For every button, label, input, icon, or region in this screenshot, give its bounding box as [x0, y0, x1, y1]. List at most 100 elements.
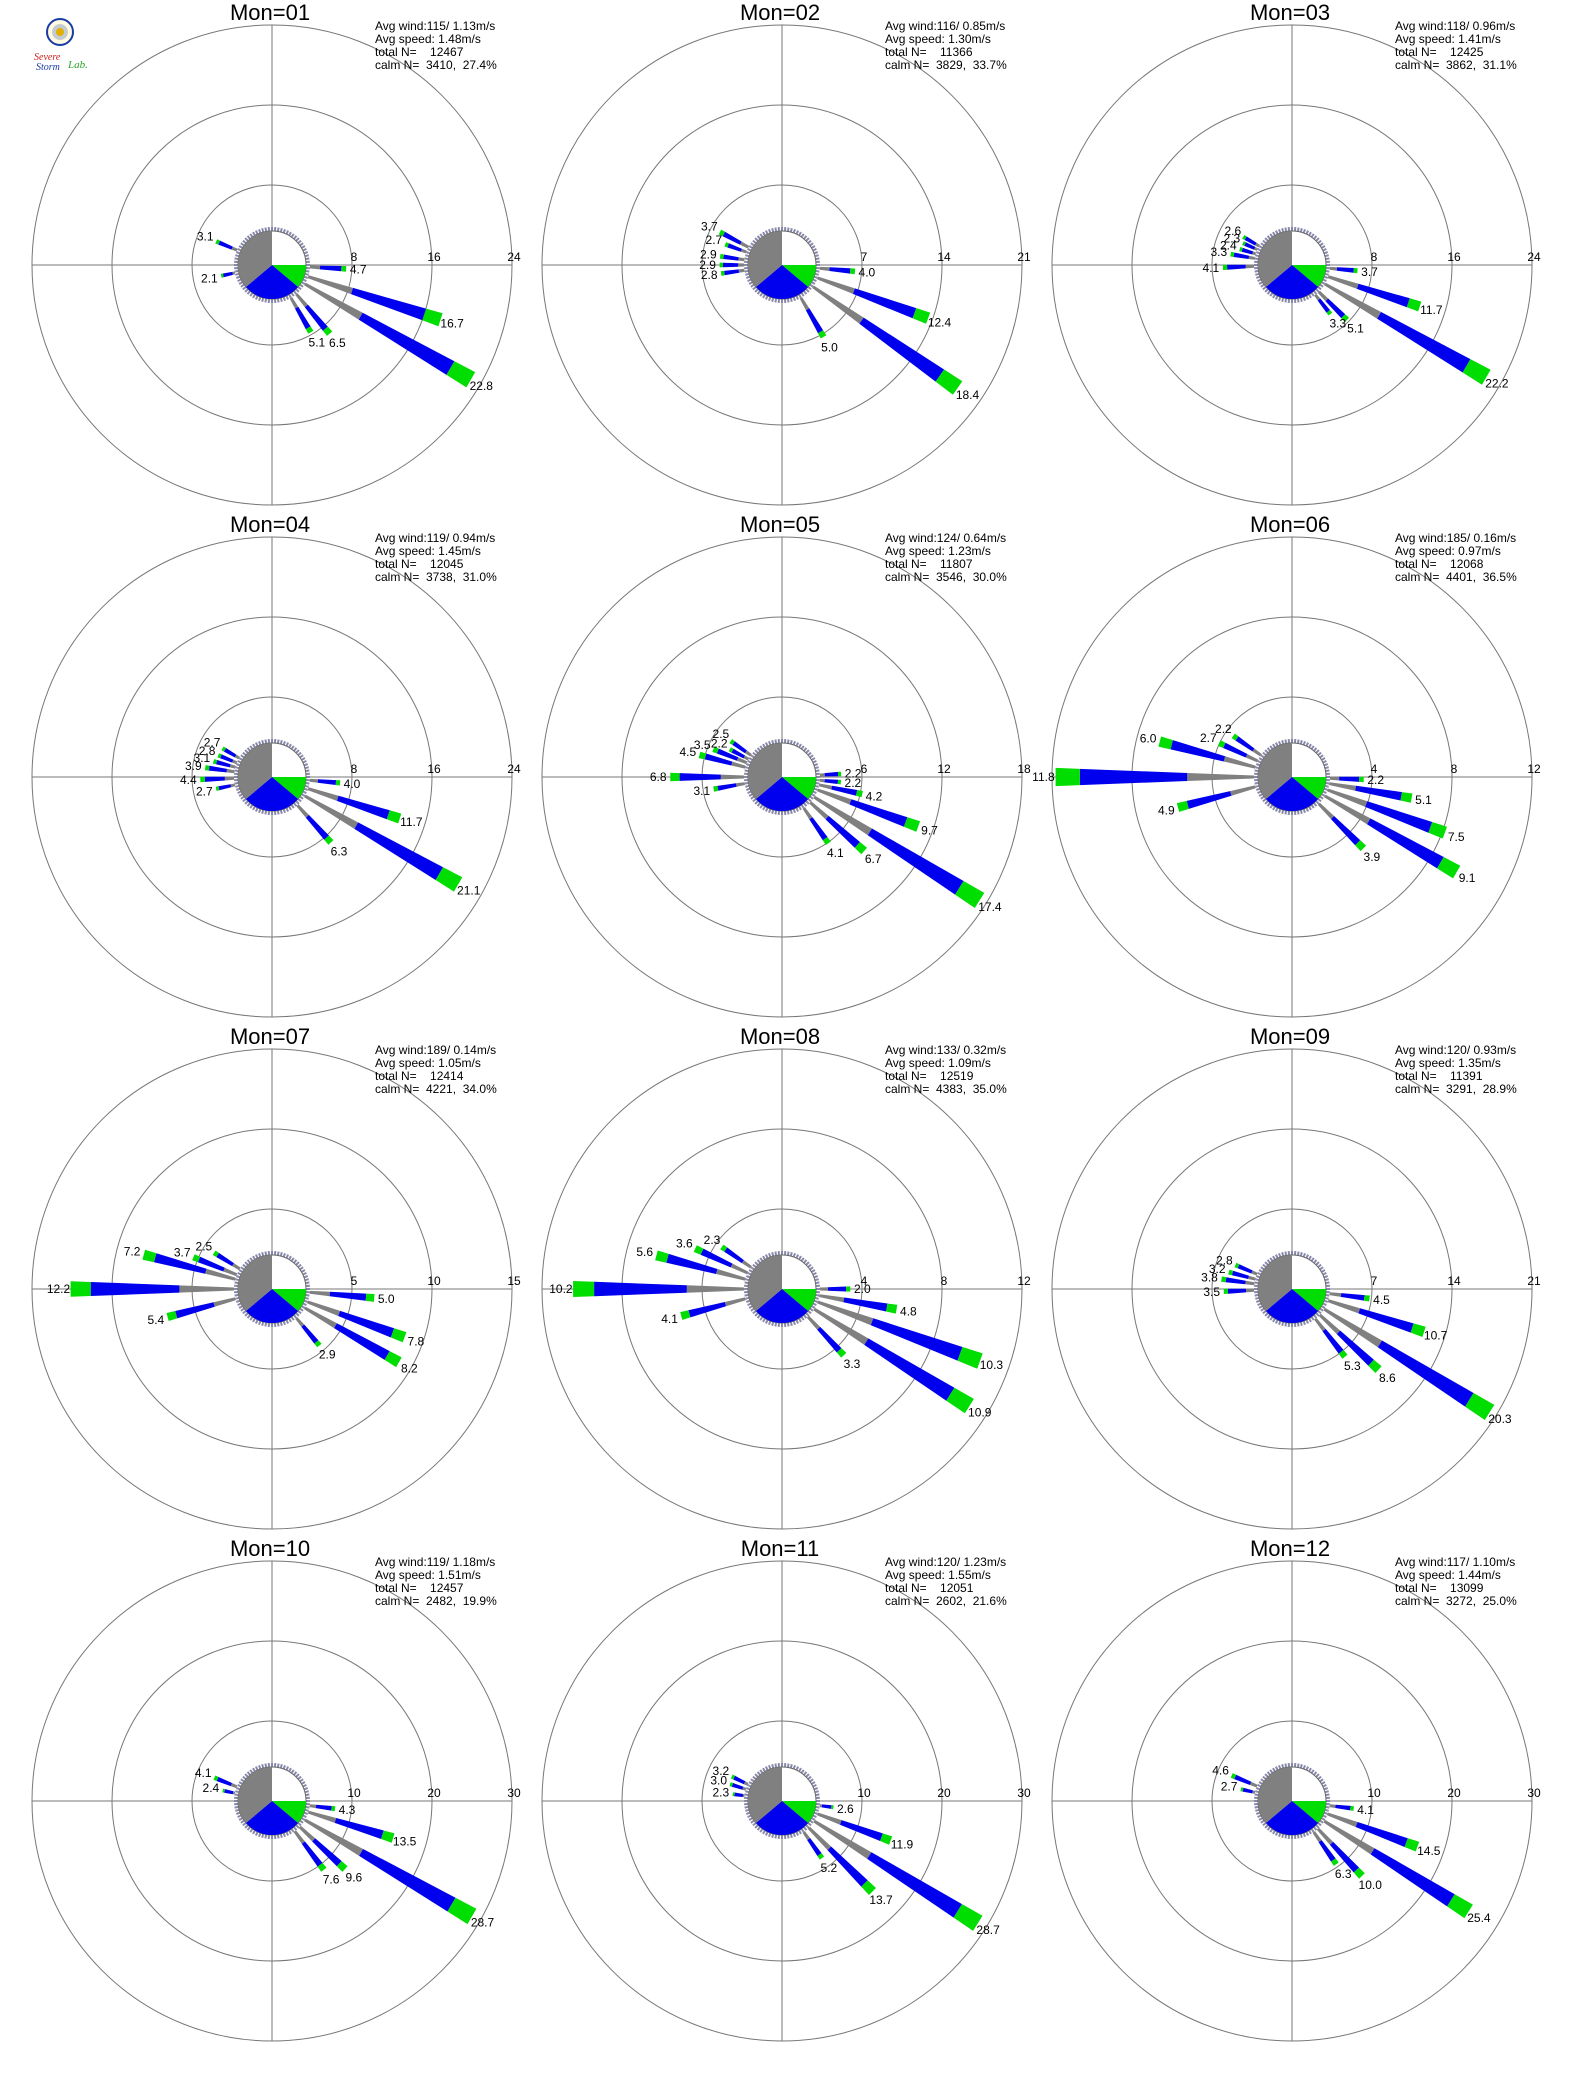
direction-tick [756, 1826, 761, 1831]
petal-segment-high [335, 780, 341, 786]
petal-segment-high [837, 771, 842, 777]
direction-tick [813, 1299, 819, 1303]
direction-tick [290, 804, 295, 809]
petal-segment-high [680, 1310, 691, 1320]
direction-tick [805, 1261, 810, 1266]
direction-tick [792, 296, 796, 302]
petal-value-label: 4.2 [866, 790, 883, 804]
petal-segment-low [226, 768, 235, 774]
direction-tick [252, 231, 256, 237]
petal-segment-high [856, 790, 863, 798]
direction-tick [752, 1775, 757, 1780]
wind-rose-plot: 5 10 15 5.0 7.8 8.2 2.9 5.4 12.2 7.2 3.7 2.5 [31, 1048, 521, 1530]
direction-tick [1258, 1269, 1264, 1273]
direction-tick [285, 1831, 290, 1836]
direction-tick [276, 227, 280, 232]
wind-rose-plot: 8 16 244.011.721.16.32.74.43.93.12.82.7 [31, 536, 521, 1018]
petal-value-label: 2.7 [196, 784, 213, 798]
panel-title: Mon=05 [739, 512, 821, 537]
direction-tick [807, 1310, 812, 1315]
direction-tick [798, 1767, 802, 1773]
petal-segment-low [232, 759, 238, 765]
petal-value-label: 3.1 [693, 784, 710, 798]
calm-pie [747, 1254, 817, 1324]
direction-tick [1320, 1781, 1326, 1785]
direction-tick [252, 1767, 256, 1773]
petal-value-label: 7.5 [1448, 830, 1465, 844]
petal-segment-high [1404, 1838, 1420, 1852]
petal-value-label: 11.7 [400, 815, 423, 829]
petal-value-label: 2.8 [199, 744, 216, 758]
direction-tick [813, 763, 819, 767]
petal-segment-mid [1242, 1787, 1253, 1794]
direction-tick [1323, 1787, 1329, 1791]
direction-tick [235, 1787, 241, 1791]
petal-segment-high [1428, 822, 1447, 839]
direction-tick [754, 288, 759, 293]
direction-tick [1299, 1764, 1303, 1769]
direction-tick [813, 787, 819, 791]
direction-tick [1257, 759, 1262, 764]
petal-segment-high [837, 779, 842, 785]
direction-tick [1322, 1302, 1327, 1307]
direction-tick [815, 1281, 820, 1285]
direction-tick [252, 293, 256, 299]
petal-segment-low [1254, 246, 1258, 251]
direction-tick [1324, 1278, 1329, 1282]
ring-label: 6 [861, 762, 868, 776]
petal-segment-low [1329, 1804, 1336, 1808]
direction-tick [1319, 283, 1324, 288]
direction-tick [786, 227, 790, 232]
direction-tick [762, 1767, 766, 1773]
petal-segment-low [1248, 255, 1255, 260]
direction-tick [1308, 1255, 1312, 1261]
wind-stats: Avg wind:119/ 0.94m/s Avg speed: 1.45m/s t… [375, 532, 497, 584]
direction-tick [1274, 230, 1279, 235]
direction-tick [1315, 1261, 1320, 1266]
direction-tick [305, 1805, 310, 1809]
direction-tick [276, 1834, 280, 1839]
direction-tick [1296, 1763, 1300, 1768]
direction-tick [1262, 1775, 1267, 1780]
direction-tick [302, 278, 307, 283]
petal-value-label: 6.7 [865, 852, 882, 866]
petal-segment-low [304, 794, 359, 829]
direction-tick [792, 1320, 796, 1326]
direction-tick [238, 245, 244, 249]
direction-tick [240, 242, 245, 247]
direction-tick [235, 763, 241, 767]
petal-segment-mid [1365, 801, 1433, 833]
direction-tick [1310, 1257, 1315, 1262]
direction-tick [1278, 1252, 1282, 1258]
petal-segment-mid [312, 1838, 342, 1867]
petal-segment-mid [1225, 1277, 1246, 1285]
petal-value-label: 2.1 [201, 271, 218, 285]
direction-tick [745, 1787, 751, 1791]
petal-value-label: 25.4 [1467, 1911, 1491, 1925]
direction-tick [814, 272, 819, 276]
petal-segment-low [817, 276, 855, 294]
direction-tick [235, 766, 240, 770]
direction-tick [1269, 1828, 1274, 1833]
direction-tick [759, 745, 764, 750]
direction-tick [814, 766, 819, 770]
direction-tick [295, 288, 300, 293]
direction-tick [809, 1307, 814, 1312]
stat-total: total N= 11807 [885, 557, 973, 571]
petal-segment-low [743, 1781, 749, 1786]
ring-label: 21 [1017, 250, 1031, 264]
direction-tick [805, 1824, 810, 1829]
direction-tick [290, 1257, 295, 1262]
direction-tick [795, 1831, 800, 1836]
petal-value-label: 3.0 [710, 1773, 727, 1787]
direction-tick [1272, 293, 1276, 299]
direction-tick [288, 805, 292, 811]
direction-tick [242, 286, 247, 291]
direction-tick [1319, 1819, 1324, 1824]
direction-tick [264, 1763, 268, 1768]
petal-segment-high [212, 1250, 219, 1258]
direction-tick [1281, 740, 1285, 745]
direction-tick [1257, 1302, 1262, 1307]
direction-tick [1315, 1773, 1320, 1778]
panel-title: Mon=07 [229, 1024, 311, 1049]
